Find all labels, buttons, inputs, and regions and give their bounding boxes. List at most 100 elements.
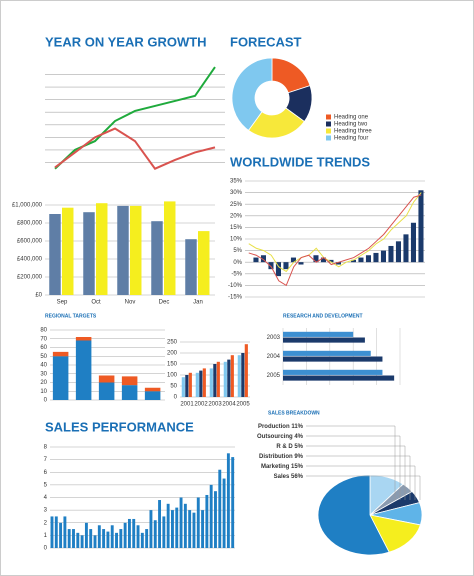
- bar: [166, 503, 170, 548]
- bar: [226, 453, 230, 548]
- x-tick-label: Jan: [193, 300, 203, 306]
- y-tick-label: 1: [44, 533, 48, 539]
- legend-label: Outsourcing 4%: [257, 434, 304, 440]
- legend-label: Distribution 9%: [259, 454, 304, 460]
- bar: [127, 518, 131, 548]
- bar: [195, 372, 199, 397]
- bar: [130, 205, 142, 295]
- x-tick-label: Dec: [159, 300, 170, 306]
- bar: [320, 257, 326, 263]
- y-tick-label: 7: [44, 457, 48, 463]
- category-name: Production: [258, 424, 290, 430]
- bar: [98, 375, 115, 383]
- bar: [223, 361, 227, 397]
- leader-line: [306, 445, 406, 500]
- y-tick-label: 10: [40, 389, 47, 395]
- bar: [149, 510, 153, 548]
- bar: [119, 529, 123, 548]
- bar: [298, 262, 304, 265]
- bar: [365, 255, 371, 263]
- legend-label: Sales 56%: [274, 474, 304, 480]
- category-name: R & D: [276, 444, 293, 450]
- bar: [181, 377, 185, 397]
- leader-line: [306, 425, 396, 500]
- bar: [89, 529, 93, 548]
- y-tick-label: 4: [44, 495, 48, 501]
- bar: [283, 356, 383, 362]
- bar: [283, 331, 354, 337]
- bar: [403, 234, 409, 263]
- y-tick-label: 80: [40, 328, 47, 334]
- bar: [214, 491, 217, 548]
- y-tick-label: 0: [44, 398, 48, 404]
- chart-title: RESEARCH AND DEVELOPMENT: [283, 313, 363, 319]
- y-tick-label: 200: [167, 351, 178, 357]
- bar: [179, 497, 183, 548]
- bar: [227, 359, 231, 397]
- y-tick-label: £200,000: [17, 275, 43, 281]
- bar: [350, 259, 356, 263]
- chart-title: SALES PERFORMANCE: [45, 419, 194, 434]
- y-tick-label: 30%: [230, 190, 243, 196]
- bar: [198, 231, 210, 295]
- bar: [313, 255, 319, 263]
- bar: [275, 262, 281, 277]
- bar: [102, 529, 106, 548]
- line-series: [248, 194, 422, 287]
- bar: [72, 529, 75, 548]
- bar: [50, 516, 54, 548]
- bar: [188, 510, 192, 548]
- bar: [395, 241, 401, 263]
- y-tick-label: 20: [40, 380, 47, 386]
- leader-line: [306, 475, 421, 500]
- bar: [283, 350, 371, 356]
- bar: [97, 525, 101, 548]
- y-tick-label: 5: [44, 482, 48, 488]
- bar: [418, 190, 424, 263]
- bar: [175, 507, 179, 548]
- value-label: 5%: [294, 444, 303, 450]
- bar: [283, 262, 289, 270]
- pie-slice: [231, 57, 273, 131]
- bar: [253, 257, 259, 263]
- y-tick-label: 2005: [267, 373, 281, 379]
- bar: [144, 391, 161, 400]
- category-name: Distribution: [259, 454, 293, 460]
- bar: [67, 529, 71, 548]
- bar: [231, 457, 235, 548]
- bar: [358, 257, 364, 263]
- bar: [140, 532, 144, 548]
- bar: [52, 356, 69, 400]
- y-tick-label: 50: [170, 384, 177, 390]
- leader-line: [306, 465, 416, 500]
- y-tick-label: 40: [40, 363, 47, 369]
- bar: [283, 337, 365, 343]
- bar: [230, 355, 234, 397]
- bar: [388, 245, 394, 263]
- bar: [162, 516, 166, 548]
- x-tick-label: 2002: [194, 402, 208, 408]
- pie-slice: [317, 474, 390, 556]
- y-tick-label: 35%: [230, 179, 243, 185]
- y-tick-label: 30: [40, 371, 47, 377]
- legend-label: R & D 5%: [276, 444, 303, 450]
- bar: [209, 484, 213, 548]
- legend-label: Marketing 15%: [261, 464, 304, 470]
- y-tick-label: 0%: [233, 260, 242, 266]
- x-tick-label: 2003: [208, 402, 222, 408]
- value-label: 56%: [291, 474, 304, 480]
- bar: [59, 522, 63, 548]
- x-tick-label: Nov: [125, 300, 136, 306]
- bar: [290, 257, 296, 263]
- bar: [117, 205, 129, 295]
- bar: [213, 364, 217, 397]
- y-tick-label: 0: [44, 546, 48, 552]
- bar: [283, 375, 395, 381]
- bar: [158, 500, 161, 548]
- chart-title: SALES BREAKDOWN: [268, 410, 320, 416]
- bar: [63, 516, 67, 548]
- bar: [136, 525, 140, 548]
- y-tick-label: 2004: [267, 354, 281, 360]
- bar: [192, 512, 196, 548]
